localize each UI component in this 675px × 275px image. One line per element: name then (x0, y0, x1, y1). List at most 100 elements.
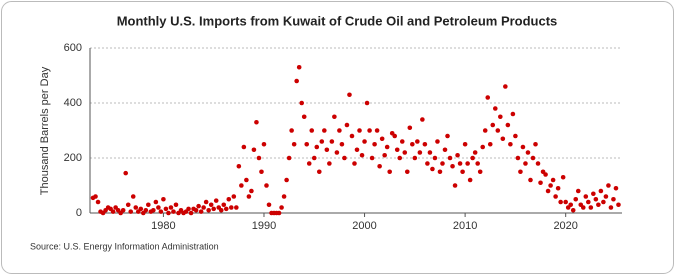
point (377, 163, 382, 169)
point (492, 106, 498, 111)
point (442, 147, 448, 153)
point (211, 206, 216, 212)
point (558, 199, 563, 205)
point (244, 177, 249, 183)
point (168, 205, 174, 210)
point (530, 155, 536, 161)
x-tick-label: 2010 (453, 220, 477, 232)
y-tick-label: 400 (64, 97, 82, 109)
point (296, 64, 302, 70)
point (324, 147, 330, 153)
point (588, 205, 594, 210)
point (304, 141, 310, 147)
point (206, 207, 211, 213)
point (480, 144, 486, 150)
point (186, 206, 191, 212)
point (500, 136, 506, 142)
point (352, 161, 357, 166)
point (467, 177, 473, 183)
point (241, 144, 247, 150)
point (462, 141, 468, 147)
point (598, 188, 604, 194)
point (399, 139, 405, 144)
point (586, 199, 591, 205)
point (125, 202, 131, 208)
point (289, 128, 294, 133)
point (281, 194, 287, 199)
point (329, 139, 335, 144)
point (334, 150, 340, 155)
point (337, 128, 342, 133)
point (601, 199, 606, 205)
point (226, 196, 232, 202)
point (342, 155, 347, 161)
point (412, 155, 418, 161)
point (236, 163, 242, 169)
point (485, 95, 491, 100)
point (369, 155, 375, 161)
point (563, 199, 568, 205)
point (613, 185, 619, 191)
point (472, 150, 478, 155)
point (123, 170, 129, 176)
point (580, 205, 586, 210)
point (256, 155, 262, 161)
point (221, 202, 227, 208)
point (319, 139, 325, 144)
point (218, 207, 224, 213)
point (427, 150, 433, 155)
point (445, 133, 450, 139)
point (309, 128, 315, 133)
point (110, 209, 116, 214)
point (392, 133, 398, 139)
point (432, 155, 438, 161)
point (593, 196, 599, 202)
point (279, 205, 284, 210)
point (440, 161, 445, 166)
point (347, 92, 352, 98)
point (555, 185, 561, 191)
point (550, 177, 556, 183)
point (387, 169, 392, 175)
point (362, 139, 367, 144)
point (475, 161, 480, 166)
point (410, 141, 415, 147)
point (460, 169, 465, 175)
point (161, 196, 166, 202)
point (128, 209, 134, 214)
point (344, 122, 350, 128)
point (455, 152, 460, 158)
point (158, 209, 164, 214)
point (291, 141, 297, 147)
point (510, 111, 516, 117)
point (120, 207, 126, 213)
point (415, 139, 420, 144)
point (482, 128, 488, 133)
point (525, 150, 531, 155)
point (477, 169, 483, 175)
point (138, 206, 144, 212)
point (354, 147, 360, 153)
point (379, 136, 385, 142)
point (301, 114, 307, 120)
point (553, 194, 558, 199)
point (249, 188, 254, 194)
point (495, 128, 501, 133)
point (203, 199, 209, 205)
point (505, 122, 511, 128)
point (538, 180, 543, 186)
point (603, 194, 609, 199)
point (520, 144, 526, 150)
point (382, 152, 387, 158)
point (259, 169, 264, 175)
y-axis-label: Thousand Barrels per Day (39, 66, 51, 195)
point (146, 202, 151, 208)
point (518, 169, 523, 175)
point (130, 194, 136, 199)
point (166, 210, 171, 216)
source: Source: U.S. Energy Information Administ… (30, 241, 219, 251)
point (596, 202, 601, 208)
point (420, 117, 425, 122)
point (490, 122, 496, 128)
point (487, 141, 493, 147)
